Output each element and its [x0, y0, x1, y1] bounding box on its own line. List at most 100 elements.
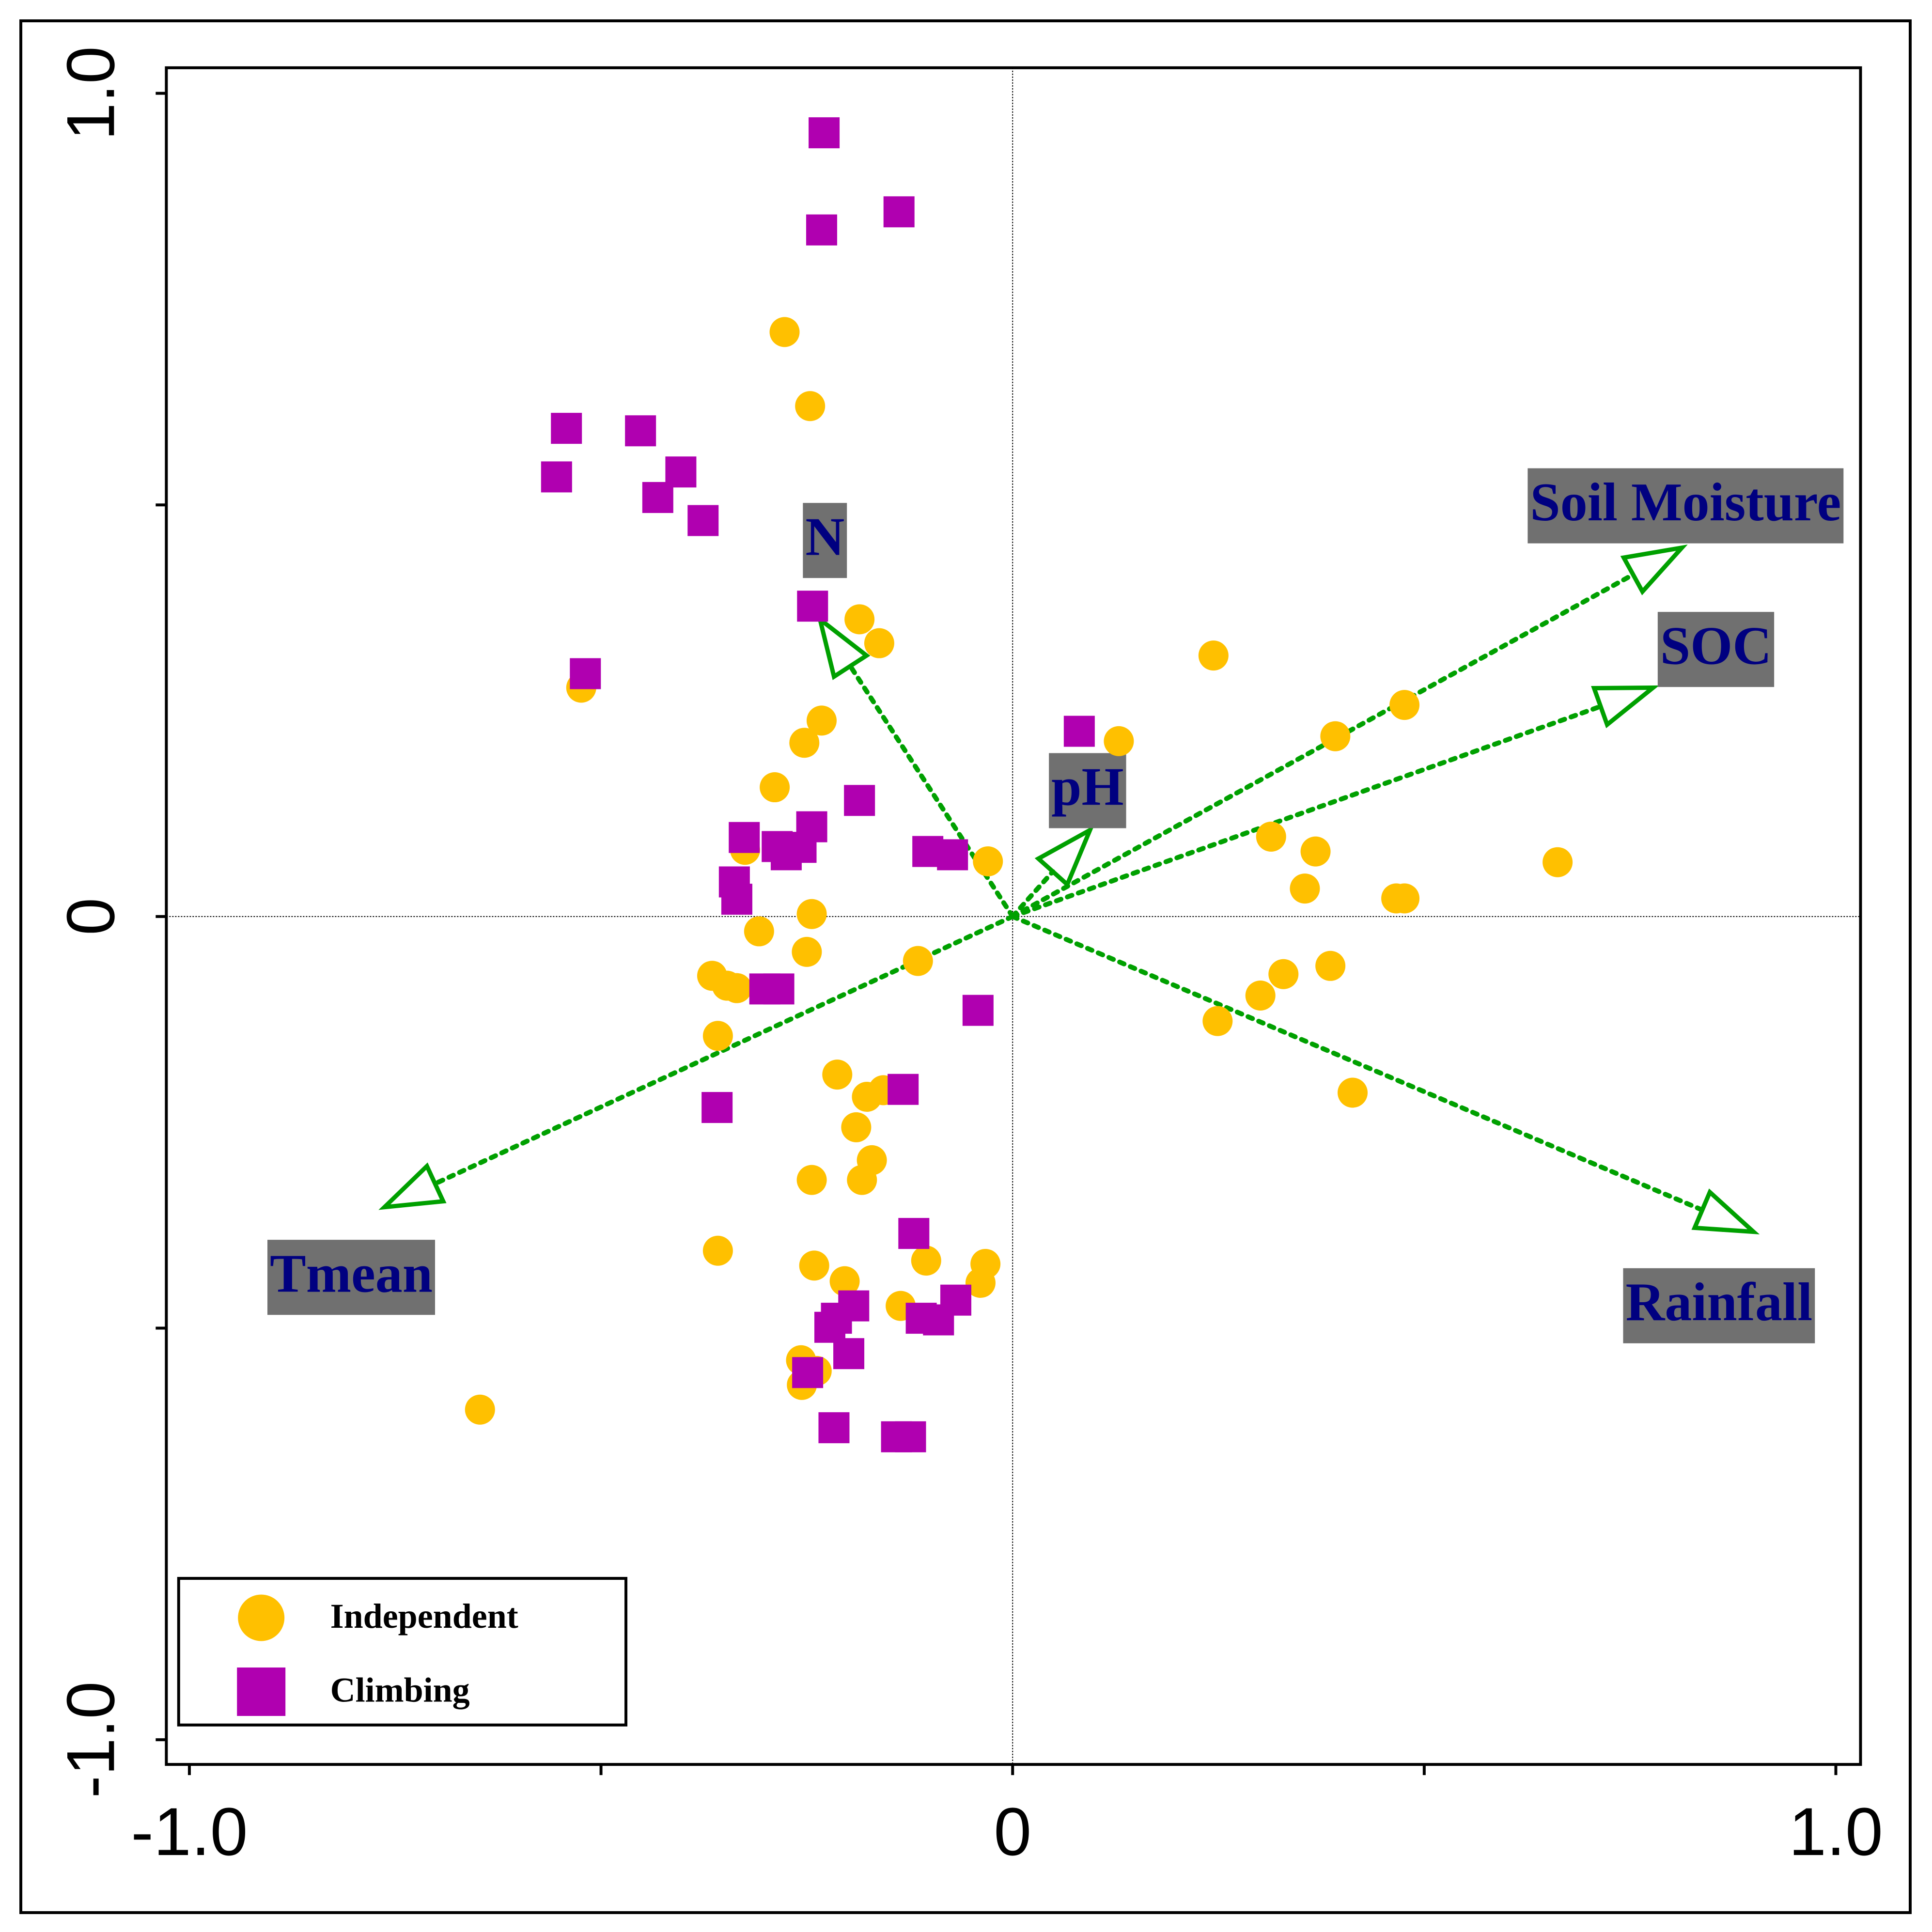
point: [1198, 640, 1229, 671]
arrow-label: Tmean: [270, 1244, 433, 1304]
point: [806, 705, 837, 736]
point: [712, 970, 742, 1001]
point: [769, 317, 800, 347]
point: [898, 1218, 930, 1249]
point: [847, 1165, 877, 1195]
point: [799, 1250, 829, 1281]
point: [729, 822, 760, 853]
point: [864, 628, 894, 658]
point: [844, 785, 875, 816]
x-tick-label: -1.0: [131, 1793, 248, 1870]
point: [744, 916, 774, 947]
arrow-label-box: [267, 1240, 435, 1315]
arrow-label-box: [1527, 468, 1844, 544]
point: [814, 1311, 845, 1343]
point: [844, 604, 875, 635]
point: [796, 899, 827, 929]
point: [809, 117, 840, 149]
arrow-head: [816, 613, 871, 680]
legend-label: Independent: [330, 1597, 518, 1636]
legend-label: Climbing: [330, 1671, 470, 1710]
point: [1104, 726, 1134, 756]
point: [1389, 883, 1420, 914]
point: [937, 839, 968, 871]
point: [701, 1092, 733, 1123]
point: [852, 1081, 882, 1112]
point: [1268, 959, 1299, 989]
point: [962, 995, 994, 1026]
point: [829, 1266, 860, 1296]
point: [760, 772, 790, 803]
point: [570, 658, 601, 689]
point: [763, 973, 795, 1005]
legend-marker: [237, 1667, 286, 1716]
point: [841, 1112, 872, 1142]
point: [789, 728, 820, 758]
point: [1389, 690, 1420, 720]
arrow-label-box: [803, 503, 847, 578]
point: [795, 391, 826, 421]
point: [625, 415, 656, 447]
point: [1290, 873, 1320, 904]
outer-frame: [19, 19, 1912, 1914]
point: [903, 946, 933, 976]
point: [702, 1235, 733, 1266]
point: [1542, 847, 1573, 877]
point: [770, 839, 802, 871]
point: [895, 1421, 926, 1452]
point: [911, 1246, 941, 1276]
point: [465, 1394, 495, 1425]
point: [702, 1021, 733, 1051]
arrow-shaft: [1010, 704, 1603, 919]
arrow-head: [1591, 685, 1660, 729]
arrow-label: pH: [1051, 757, 1123, 817]
point: [642, 482, 673, 513]
point: [1300, 836, 1331, 867]
point: [1256, 822, 1286, 852]
arrow-head: [1691, 1188, 1760, 1235]
legend-marker: [238, 1594, 285, 1641]
point: [541, 461, 572, 493]
point: [721, 884, 752, 915]
arrow-head: [1034, 825, 1095, 888]
arrow-shaft: [1010, 914, 1705, 1213]
legend: Independent Climbing: [177, 1577, 628, 1727]
point: [883, 196, 915, 228]
arrow-head: [1620, 544, 1688, 595]
x-tick-label: 1.0: [1789, 1793, 1883, 1870]
point: [965, 1268, 996, 1298]
point: [1338, 1077, 1368, 1108]
y-tick-label: 1.0: [52, 46, 128, 140]
y-tick-label: -1.0: [52, 1681, 128, 1798]
point: [797, 591, 828, 622]
arrow-label: SOC: [1660, 616, 1772, 676]
arrow-shaft: [1010, 869, 1056, 919]
point: [1202, 1006, 1233, 1036]
point: [1063, 716, 1095, 747]
point: [796, 1165, 827, 1195]
point: [822, 1059, 853, 1090]
point: [806, 214, 837, 246]
point: [1245, 980, 1276, 1011]
arrow-label-box: [1623, 1268, 1815, 1343]
point: [923, 1304, 954, 1336]
point: [551, 413, 582, 444]
arrow-shaft: [1010, 572, 1636, 919]
arrow-head: [378, 1162, 447, 1210]
point: [1320, 721, 1351, 751]
arrow-label: Soil Moisture: [1530, 472, 1841, 532]
point: [833, 1338, 865, 1370]
point: [792, 936, 822, 967]
point: [1315, 950, 1346, 981]
arrow-label-box: [1049, 753, 1126, 828]
point: [973, 846, 1003, 876]
arrow-label: N: [805, 507, 844, 567]
arrow-label-box: [1657, 612, 1775, 687]
point: [792, 1357, 824, 1388]
arrow-label: Rainfall: [1625, 1272, 1812, 1332]
point: [818, 1412, 850, 1444]
point: [888, 1074, 919, 1105]
y-tick-label: 0: [52, 898, 128, 935]
x-tick-label: 0: [994, 1793, 1031, 1870]
